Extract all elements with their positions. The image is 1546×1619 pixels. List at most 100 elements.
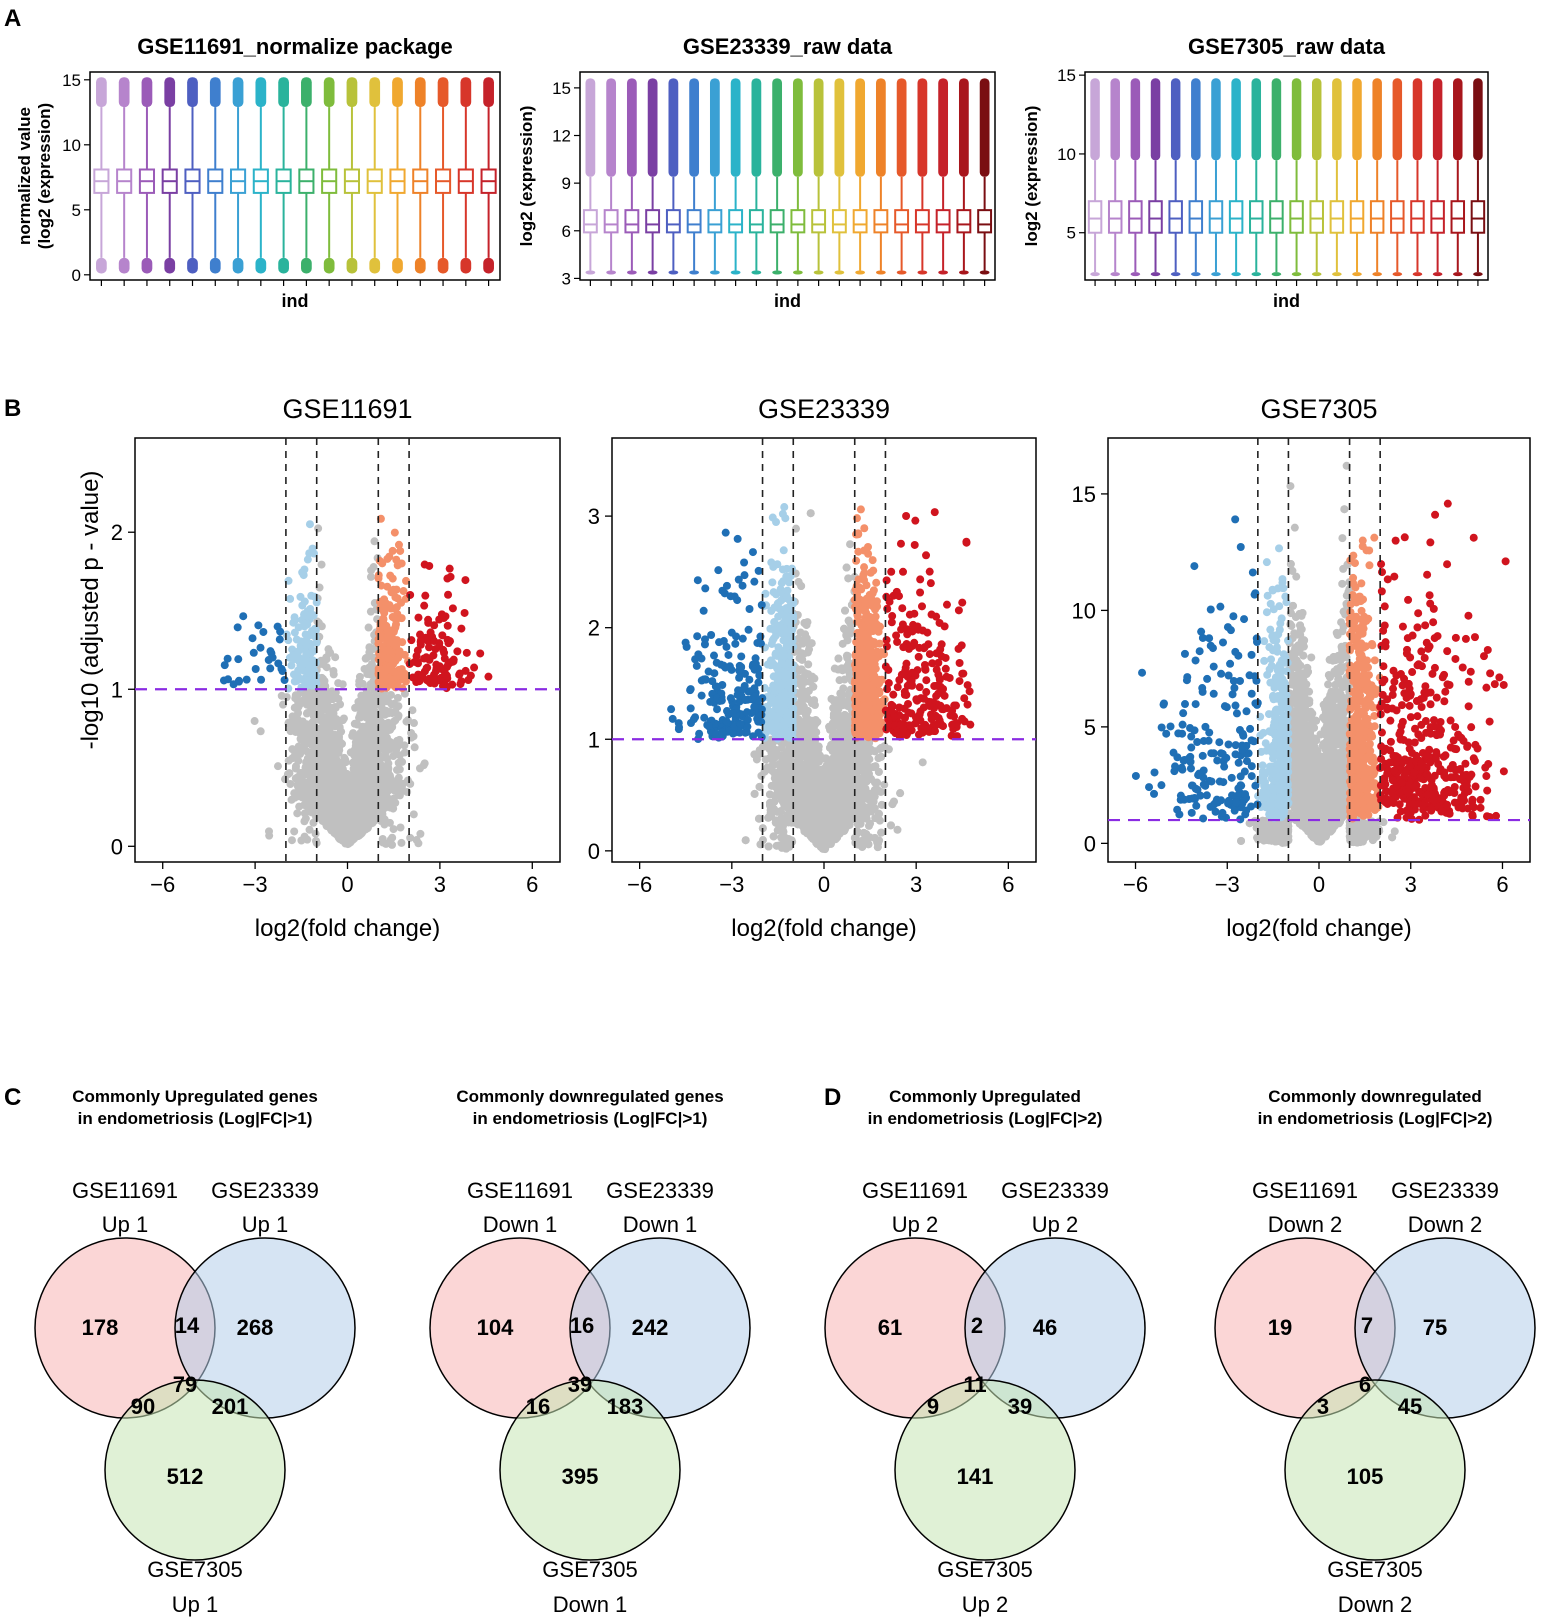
outlier-band-low [301, 257, 312, 274]
point-down1 [293, 671, 302, 680]
y-tick-label: 15 [62, 71, 81, 90]
box-body [1188, 200, 1204, 234]
point-up2 [448, 604, 457, 613]
point-ns [345, 839, 354, 848]
box-11 [1289, 78, 1304, 286]
point-ns [287, 836, 296, 845]
point-up2 [416, 640, 425, 649]
point-ns [250, 717, 259, 726]
outlier-band-high [1392, 78, 1403, 161]
outlier-band-high [1332, 78, 1342, 161]
point-up2 [461, 576, 470, 585]
point-up2 [414, 613, 423, 622]
box-12 [1309, 78, 1324, 286]
point-ns [409, 719, 418, 728]
y-tick-label: 0 [72, 266, 81, 285]
point-ns [382, 736, 391, 745]
point-ns [395, 791, 404, 800]
point-up1 [392, 585, 401, 594]
outlier-band-low [392, 257, 403, 274]
point-ns [355, 672, 364, 681]
point-ns [306, 754, 315, 763]
point-ns [328, 687, 337, 696]
point-ns [357, 746, 366, 755]
point-down1 [302, 650, 311, 659]
outlier-band-low [1130, 272, 1141, 277]
point-ns [331, 702, 340, 711]
box-body [831, 209, 847, 234]
point-ns [378, 838, 387, 847]
outlier-band-low [1191, 272, 1201, 277]
box-11 [321, 77, 338, 286]
box-14 [1349, 78, 1365, 286]
point-ns [388, 840, 397, 849]
box-1 [93, 77, 110, 286]
point-ns [333, 809, 342, 818]
outlier-band-high [813, 78, 824, 177]
outlier-band-high [626, 78, 637, 177]
y-tick-label: 6 [562, 222, 571, 241]
box-18 [480, 77, 497, 286]
box-2 [116, 77, 133, 286]
point-ns [384, 785, 393, 794]
box-body [1349, 200, 1365, 234]
point-up1 [392, 603, 401, 612]
box-9 [748, 78, 764, 286]
point-ns [294, 742, 303, 751]
box-body [624, 209, 640, 234]
point-ns [293, 691, 302, 700]
box-body [582, 209, 598, 234]
outlier-band-low [896, 270, 907, 275]
point-down1 [290, 613, 299, 622]
point-down2 [257, 675, 266, 684]
outlier-band-high [1170, 78, 1181, 161]
y-tick-label: 10 [1057, 145, 1076, 164]
point-ns [360, 815, 369, 824]
point-ns [403, 787, 412, 796]
box-body [1329, 200, 1345, 234]
point-ns [893, 825, 902, 834]
outlier-band-high [187, 77, 198, 108]
point-ns [322, 737, 331, 746]
box-8 [252, 77, 269, 286]
box-body [1410, 200, 1425, 234]
point-down1 [300, 565, 309, 574]
outlier-band-high [1090, 78, 1100, 161]
point-down1 [307, 627, 316, 636]
x-tick-label: −3 [243, 872, 268, 897]
box-body [873, 209, 889, 234]
point-ns [370, 537, 379, 546]
point-ns [324, 744, 333, 753]
point-up1 [380, 608, 389, 617]
point-down1 [296, 637, 305, 646]
point-ns [386, 774, 395, 783]
outlier-band-low [875, 270, 886, 275]
point-ns [369, 721, 378, 730]
box-body [1369, 200, 1385, 234]
box-4 [161, 77, 178, 286]
outlier-band-low [1473, 272, 1483, 277]
point-ns [366, 607, 375, 616]
box-body [914, 209, 930, 234]
box-3 [138, 77, 156, 286]
point-up2 [422, 676, 431, 685]
point-up2 [432, 664, 441, 673]
box-body [1087, 200, 1103, 234]
outlier-band-high [483, 77, 494, 108]
point-ns [361, 654, 370, 663]
outlier-band-high [437, 77, 449, 108]
outlier-band-high [232, 77, 244, 108]
y-tick-label: 15 [1057, 66, 1076, 85]
outlier-band-high [855, 78, 866, 177]
y-tick-label: 15 [552, 79, 571, 98]
outlier-band-high [414, 77, 426, 108]
outlier-band-low [209, 257, 221, 274]
box-body [935, 209, 951, 234]
point-ns [288, 712, 297, 721]
x-tick-label: 3 [434, 872, 446, 897]
point-down2 [224, 675, 233, 684]
outlier-band-low [647, 270, 658, 275]
